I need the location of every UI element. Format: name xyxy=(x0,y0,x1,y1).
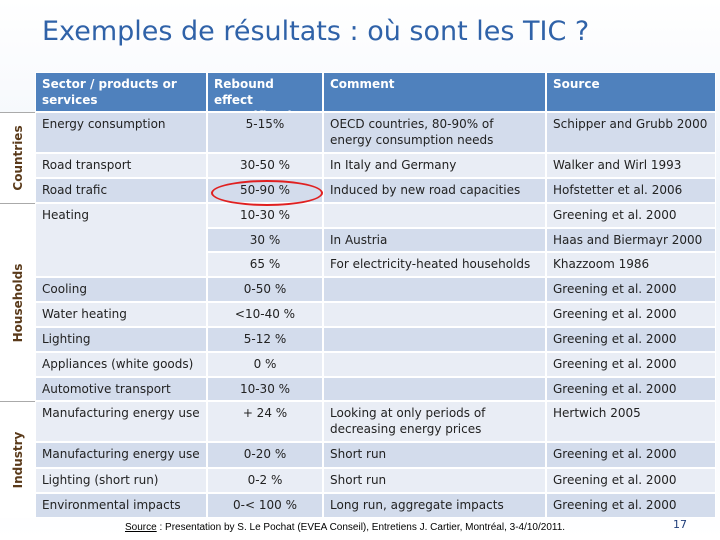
table-cell xyxy=(323,352,546,377)
table-cell: Greening et al. 2000 xyxy=(546,468,716,493)
table-cell: Looking at only periods of decreasing en… xyxy=(323,401,546,442)
table-cell: Lighting (short run) xyxy=(35,468,207,493)
table-cell: Greening et al. 2000 xyxy=(546,302,716,327)
source-text: : Presentation by S. Le Pochat (EVEA Con… xyxy=(156,522,566,533)
table-cell: 30 % xyxy=(207,228,323,252)
table-cell xyxy=(323,302,546,327)
table-cell: Long run, aggregate impacts xyxy=(323,493,546,518)
table-cell: Road transport xyxy=(35,153,207,178)
table-cell xyxy=(323,377,546,401)
page-number: 17 xyxy=(673,518,687,531)
table-cell: 65 % xyxy=(207,252,323,277)
table-cell: Manufacturing energy use xyxy=(35,442,207,468)
table-cell: Lighting xyxy=(35,327,207,352)
slide-title: Exemples de résultats : où sont les TIC … xyxy=(42,16,590,47)
table-cell: 30-50 % xyxy=(207,153,323,178)
source-label: Source xyxy=(125,522,157,533)
group-text: Industry xyxy=(10,431,25,489)
table-cell: <10-40 % xyxy=(207,302,323,327)
table-cell: Automotive transport xyxy=(35,377,207,401)
table-cell: Cooling xyxy=(35,277,207,302)
table-cell: In Austria xyxy=(323,228,546,252)
table-cell xyxy=(323,327,546,352)
table-cell: 0-50 % xyxy=(207,277,323,302)
table-cell: Greening et al. 2000 xyxy=(546,203,716,228)
table-cell: 5-12 % xyxy=(207,327,323,352)
table-cell: Heating xyxy=(35,203,207,277)
table-cell: Greening et al. 2000 xyxy=(546,377,716,401)
table-cell: Greening et al. 2000 xyxy=(546,277,716,302)
table-cell: Short run xyxy=(323,442,546,468)
table-cell: Haas and Biermayr 2000 xyxy=(546,228,716,252)
group-label: Households xyxy=(0,203,35,401)
table-cell: 0-20 % xyxy=(207,442,323,468)
table-cell: Hofstetter et al. 2006 xyxy=(546,178,716,203)
group-text: Countries xyxy=(10,125,25,191)
table-cell: Short run xyxy=(323,468,546,493)
table-cell: Induced by new road capacities xyxy=(323,178,546,203)
table-cell: 10-30 % xyxy=(207,203,323,228)
header-cell: Sector / products or services xyxy=(35,72,207,112)
table-cell: Greening et al. 2000 xyxy=(546,493,716,518)
table-cell: Greening et al. 2000 xyxy=(546,442,716,468)
table-cell: Greening et al. 2000 xyxy=(546,352,716,377)
table-cell: Energy consumption xyxy=(35,112,207,153)
table-cell: 0 % xyxy=(207,352,323,377)
table-cell: In Italy and Germany xyxy=(323,153,546,178)
group-label: Industry xyxy=(0,401,35,518)
table-cell xyxy=(323,203,546,228)
table-cell: Appliances (white goods) xyxy=(35,352,207,377)
table-cell: 10-30 % xyxy=(207,377,323,401)
table-cell: + 24 % xyxy=(207,401,323,442)
header-cell: Source xyxy=(546,72,716,112)
footer: Source : Presentation by S. Le Pochat (E… xyxy=(125,522,565,533)
table-cell xyxy=(323,277,546,302)
header-cell: Comment xyxy=(323,72,546,112)
header-cell: Rebound effect quantification xyxy=(207,72,323,112)
table-cell: 0-< 100 % xyxy=(207,493,323,518)
table-cell: Schipper and Grubb 2000 xyxy=(546,112,716,153)
group-label: Countries xyxy=(0,112,35,203)
table-cell: For electricity-heated households xyxy=(323,252,546,277)
table-cell: Hertwich 2005 xyxy=(546,401,716,442)
table-cell: Water heating xyxy=(35,302,207,327)
group-text: Households xyxy=(10,263,25,342)
table-cell: Environmental impacts xyxy=(35,493,207,518)
table-cell: Manufacturing energy use xyxy=(35,401,207,442)
table-cell: Walker and Wirl 1993 xyxy=(546,153,716,178)
table-cell: Road trafic xyxy=(35,178,207,203)
table-cell: Khazzoom 1986 xyxy=(546,252,716,277)
table-cell: Greening et al. 2000 xyxy=(546,327,716,352)
highlight-ellipse xyxy=(211,180,323,206)
table-cell: 5-15% xyxy=(207,112,323,153)
table-cell: 0-2 % xyxy=(207,468,323,493)
table-cell: OECD countries, 80-90% of energy consump… xyxy=(323,112,546,153)
